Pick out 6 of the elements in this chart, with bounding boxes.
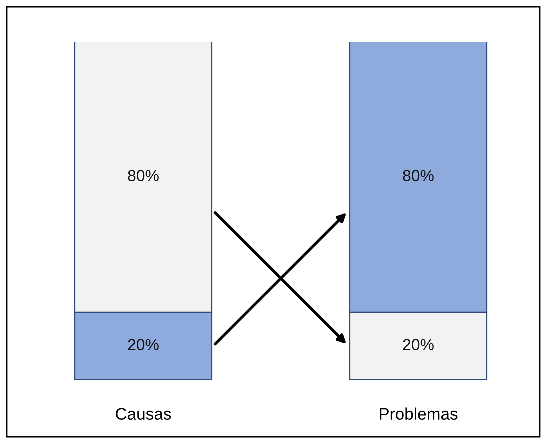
data-label: 80% bbox=[403, 170, 434, 182]
data-label: 20% bbox=[128, 339, 159, 350]
data-label: 20% bbox=[403, 339, 434, 350]
data-label: 80% bbox=[128, 170, 159, 182]
x-tick-label: Problemas bbox=[380, 408, 458, 420]
x-tick-label: Causas bbox=[116, 408, 172, 420]
